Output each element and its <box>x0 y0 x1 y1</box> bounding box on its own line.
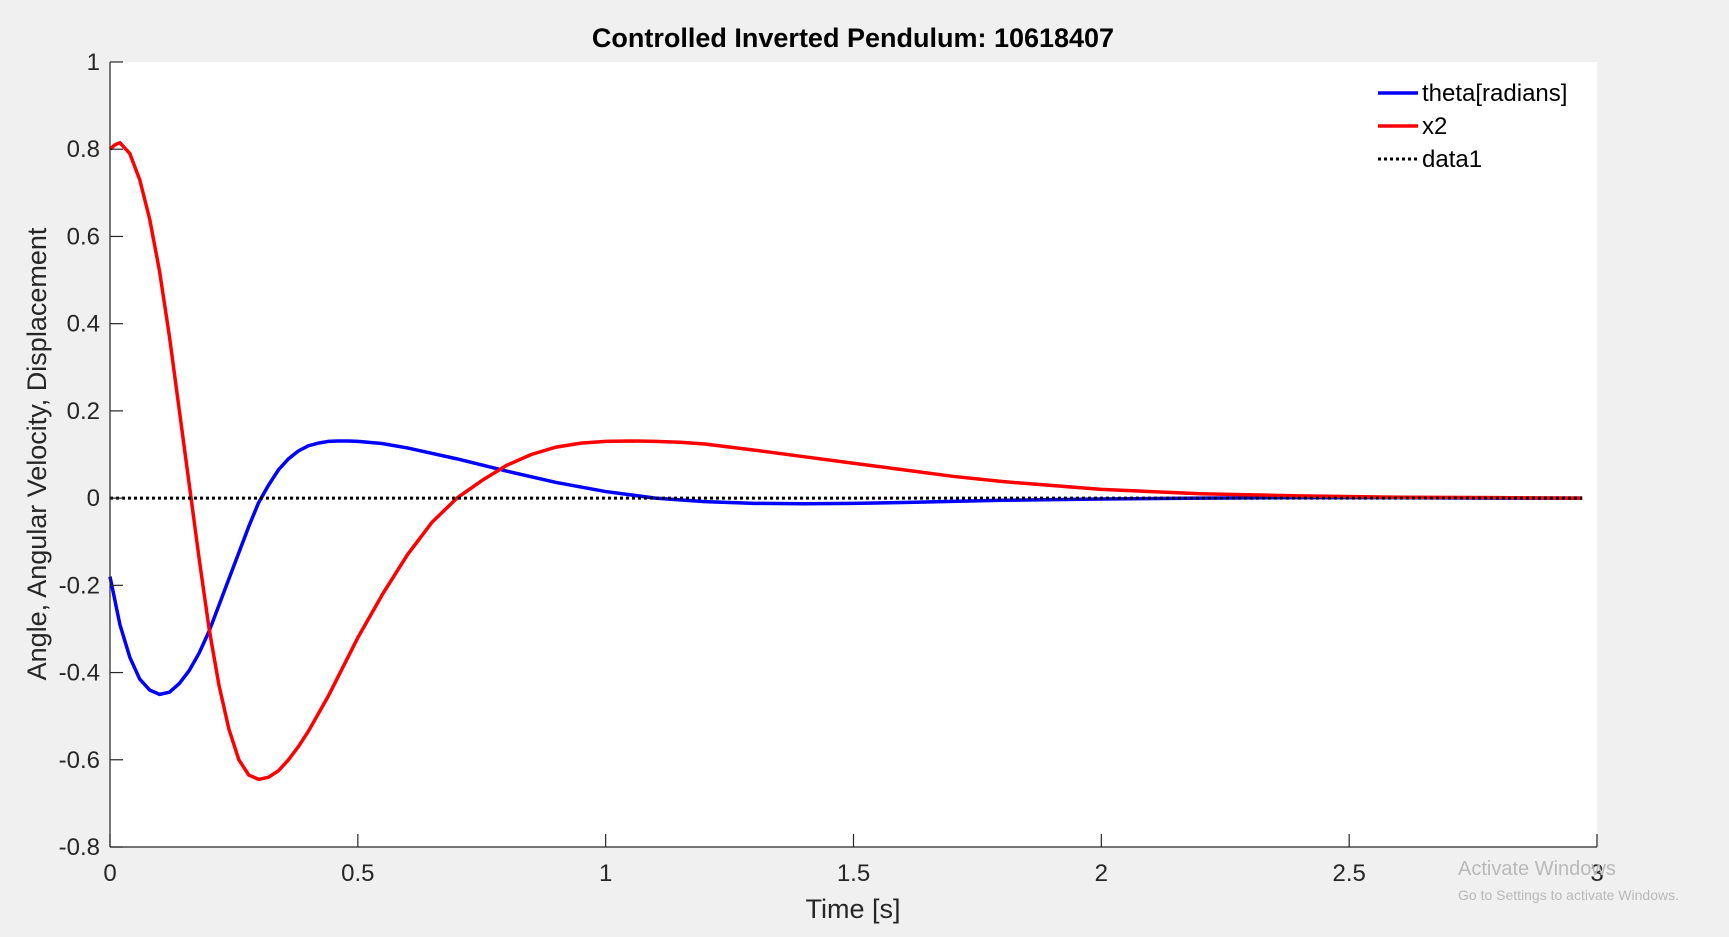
legend: theta[radians] x2 data1 <box>1378 80 1567 173</box>
y-axis-label: Angle, Angular Velocity, Displacement <box>22 227 52 680</box>
y-ticks: -0.8 -0.6 -0.4 -0.2 0 0.2 0.4 0.6 0.8 1 <box>59 49 123 861</box>
chart-title: Controlled Inverted Pendulum: 10618407 <box>592 23 1114 53</box>
y-tick-label: 1 <box>87 49 100 76</box>
x-tick-label: 0.5 <box>341 860 374 887</box>
y-tick-label: 0.6 <box>67 223 100 250</box>
series-line-0 <box>108 439 1583 697</box>
x-ticks: 0 0.5 1 1.5 2 2.5 3 <box>103 834 1604 887</box>
watermark-line1: Activate Windows <box>1458 858 1616 880</box>
x-tick-label: 1 <box>599 860 612 887</box>
watermark-line2: Go to Settings to activate Windows. <box>1458 887 1679 903</box>
y-tick-label: 0.2 <box>67 398 100 425</box>
x-tick-label: 2 <box>1095 860 1108 887</box>
legend-label-2: data1 <box>1422 146 1482 173</box>
x-tick-label: 3 <box>1590 860 1603 887</box>
y-tick-label: -0.6 <box>59 747 100 774</box>
series-line-1 <box>108 140 1583 782</box>
x-tick-label: 2.5 <box>1332 860 1365 887</box>
y-tick-label: -0.4 <box>59 660 100 687</box>
x-axis-label: Time [s] <box>805 894 900 924</box>
y-tick-label: 0.8 <box>67 136 100 163</box>
legend-label-1: x2 <box>1422 113 1447 140</box>
x-tick-label: 1.5 <box>837 860 870 887</box>
y-tick-label: 0.4 <box>67 311 100 338</box>
y-tick-label: 0 <box>87 485 100 512</box>
x-tick-label: 0 <box>103 860 116 887</box>
y-tick-label: -0.2 <box>59 572 100 599</box>
activate-windows-watermark: Activate Windows Go to Settings to activ… <box>1458 858 1679 903</box>
plot-area <box>110 62 1597 847</box>
legend-label-0: theta[radians] <box>1422 80 1567 107</box>
y-tick-label: -0.8 <box>59 834 100 861</box>
series-layer <box>108 140 1583 782</box>
